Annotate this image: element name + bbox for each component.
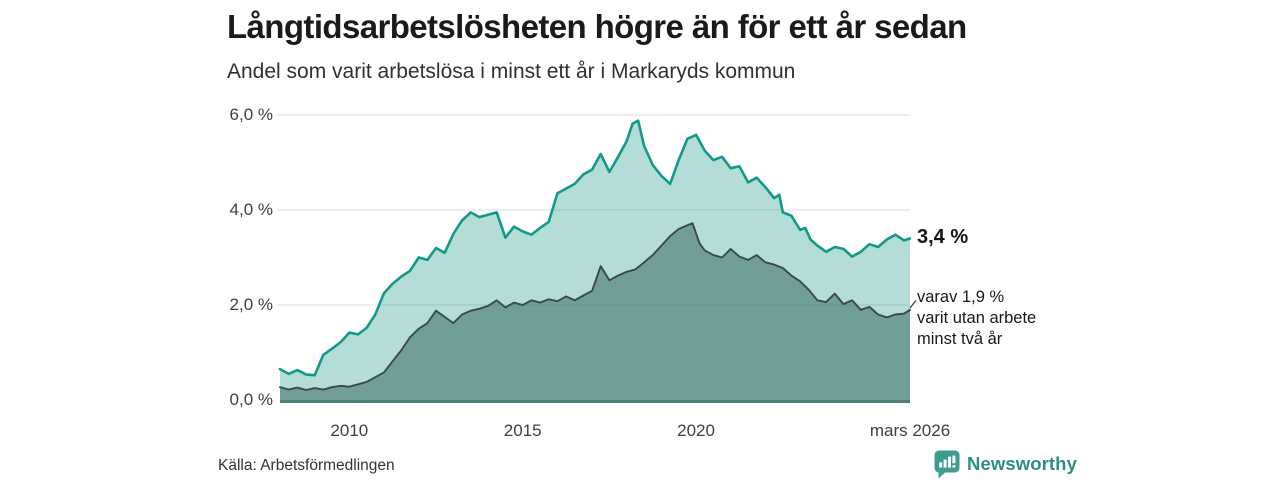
x-tick-0: 2010 (330, 421, 369, 440)
series-total-line (278, 119, 912, 377)
subset-value-label: varav 1,9 % varit utan arbete minst två … (917, 287, 1036, 350)
series-subset-line (279, 222, 911, 391)
subset-label-line1: varav 1,9 % (917, 288, 1005, 306)
newsworthy-wordmark: Newsworthy (967, 453, 1077, 474)
y-tick-1: 2,0 % (229, 295, 273, 314)
newsworthy-logo-icon (934, 450, 960, 478)
page-title: Långtidsarbetslösheten högre än för ett … (227, 8, 967, 45)
series-subset-area (280, 223, 910, 400)
x-tick-2: 2020 (677, 421, 715, 440)
x-tick-3: mars 2026 (869, 421, 951, 440)
subset-label-line3: minst två år (917, 330, 1003, 348)
x-tick-1: 2015 (503, 421, 542, 440)
total-value-label: 3,4 % (917, 226, 969, 248)
y-tick-3: 6,0 % (229, 105, 273, 124)
chart-subtitle: Andel som varit arbetslösa i minst ett å… (227, 60, 796, 83)
subset-label-line2: varit utan arbete (917, 309, 1037, 327)
series-total-area (280, 120, 910, 400)
subset-annotation-connector (909, 300, 917, 309)
y-tick-0: 0,0 % (229, 390, 273, 409)
y-tick-2: 4,0 % (229, 200, 273, 219)
source-credit: Källa: Arbetsförmedlingen (218, 457, 395, 474)
newsworthy-logo: Newsworthy (934, 449, 1077, 479)
